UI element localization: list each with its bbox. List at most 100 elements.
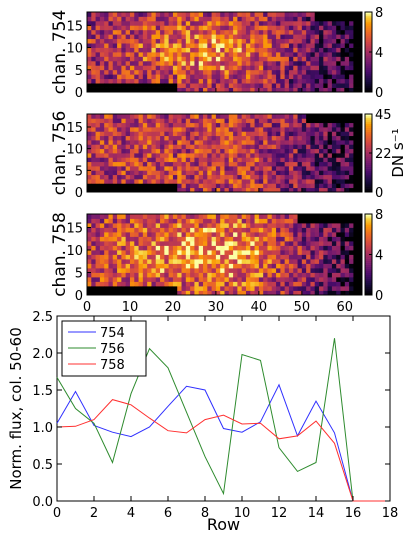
heatmap-cell bbox=[160, 236, 165, 242]
heatmap-cell bbox=[190, 60, 195, 66]
heatmap-cell bbox=[254, 241, 260, 246]
heatmap-cell bbox=[177, 223, 182, 228]
heatmap-cell bbox=[357, 286, 363, 291]
heatmap-cell bbox=[142, 223, 148, 228]
heatmap-cell bbox=[319, 148, 324, 154]
heatmap-cell bbox=[276, 227, 281, 233]
heatmap-cell bbox=[138, 214, 144, 219]
heatmap-cell bbox=[336, 170, 341, 176]
heatmap-cell bbox=[121, 290, 127, 296]
heatmap-cell bbox=[254, 263, 260, 269]
heatmap-cell bbox=[237, 281, 243, 287]
heatmap-cell bbox=[207, 263, 213, 269]
colorbar-segment bbox=[365, 20, 372, 23]
heatmap-cell bbox=[177, 74, 182, 80]
heatmap-cell bbox=[233, 16, 238, 22]
heatmap-cell bbox=[203, 153, 208, 158]
heatmap-cell bbox=[125, 69, 131, 75]
heatmap-cell bbox=[215, 250, 221, 255]
heatmap-cell bbox=[190, 118, 195, 124]
heatmap-cell bbox=[301, 131, 307, 137]
heatmap-cell bbox=[276, 232, 281, 237]
heatmap-cell bbox=[293, 60, 298, 66]
heatmap-cell bbox=[276, 170, 281, 176]
heatmap-cell bbox=[263, 218, 268, 224]
heatmap-cell bbox=[185, 135, 191, 141]
heatmap-cell bbox=[336, 179, 341, 184]
heatmap-cell bbox=[336, 140, 341, 145]
heatmap-cell bbox=[151, 29, 157, 35]
heatmap-cell bbox=[276, 250, 281, 255]
heatmap-cell bbox=[207, 174, 213, 180]
heatmap-cell bbox=[263, 272, 268, 278]
heatmap-cell bbox=[258, 157, 264, 163]
heatmap-cell bbox=[331, 232, 337, 237]
heatmap-cell bbox=[194, 250, 200, 255]
heatmap-cell bbox=[344, 20, 350, 26]
heatmap-cell bbox=[211, 223, 217, 228]
line-xtick-label: 2 bbox=[90, 506, 98, 521]
heatmap-cell bbox=[172, 56, 178, 62]
heatmap-cell bbox=[224, 122, 230, 128]
heatmap-cell bbox=[104, 127, 109, 132]
heatmap-cell bbox=[134, 65, 139, 71]
heatmap-cell bbox=[349, 43, 354, 48]
heatmap-cell bbox=[198, 144, 204, 150]
heatmap-cell bbox=[91, 157, 96, 163]
heatmap-cell bbox=[293, 47, 298, 53]
heatmap-cell bbox=[336, 131, 341, 137]
heatmap-cell bbox=[233, 263, 238, 269]
heatmap-cell bbox=[181, 69, 187, 75]
heatmap-cell bbox=[254, 127, 260, 132]
colorbar-segment bbox=[365, 68, 372, 71]
heatmap-cell bbox=[293, 131, 298, 137]
heatmap-cell bbox=[121, 232, 127, 237]
heatmap-cell bbox=[306, 25, 311, 31]
heatmap-cell bbox=[117, 187, 122, 193]
heatmap-cell bbox=[250, 223, 255, 228]
heatmap-cell bbox=[276, 12, 281, 17]
heatmap-cell bbox=[336, 144, 341, 150]
heatmap-cell bbox=[207, 272, 213, 278]
heatmap-cell bbox=[95, 65, 101, 71]
heatmap-cell bbox=[319, 232, 324, 237]
heatmap-cell bbox=[172, 74, 178, 80]
heatmap-cell bbox=[168, 47, 174, 53]
heatmap-cell bbox=[117, 272, 122, 278]
colorbar-segment bbox=[365, 218, 372, 221]
heatmap-cell bbox=[194, 286, 200, 291]
heatmap-cell bbox=[224, 20, 230, 26]
heatmap-cell bbox=[349, 144, 354, 150]
heatmap-cell bbox=[168, 69, 174, 75]
heatmap-cell bbox=[357, 218, 363, 224]
heatmap-cell bbox=[327, 12, 333, 17]
heatmap-cell bbox=[349, 83, 354, 88]
heatmap-cell bbox=[91, 254, 96, 260]
heatmap-cell bbox=[310, 43, 316, 48]
heatmap-cell bbox=[211, 214, 217, 219]
heatmap-cell bbox=[121, 281, 127, 287]
heatmap-cell bbox=[271, 259, 277, 264]
heatmap-cell bbox=[306, 131, 311, 137]
heatmap-cell bbox=[353, 16, 359, 22]
heatmap-cell bbox=[121, 166, 127, 171]
heatmap-cell bbox=[340, 277, 346, 282]
heatmap-cell bbox=[267, 12, 273, 17]
heatmap-cell bbox=[271, 223, 277, 228]
heatmap-cell bbox=[293, 174, 298, 180]
heatmap-cell bbox=[134, 20, 139, 26]
heatmap-cell bbox=[95, 250, 101, 255]
heatmap-cell bbox=[241, 250, 247, 255]
heatmap-cell bbox=[297, 161, 303, 167]
heatmap-cell bbox=[301, 12, 307, 17]
heatmap-cell bbox=[185, 166, 191, 171]
heatmap-cell bbox=[344, 232, 350, 237]
heatmap-cell bbox=[314, 20, 320, 26]
heatmap-cell bbox=[349, 286, 354, 291]
heatmap-cell bbox=[327, 214, 333, 219]
heatmap-cell bbox=[306, 236, 311, 242]
heatmap-cell bbox=[220, 34, 225, 40]
line-ytick-label: 2.5 bbox=[32, 310, 53, 325]
heatmap-cell bbox=[241, 60, 247, 66]
heatmap-cell bbox=[181, 127, 187, 132]
